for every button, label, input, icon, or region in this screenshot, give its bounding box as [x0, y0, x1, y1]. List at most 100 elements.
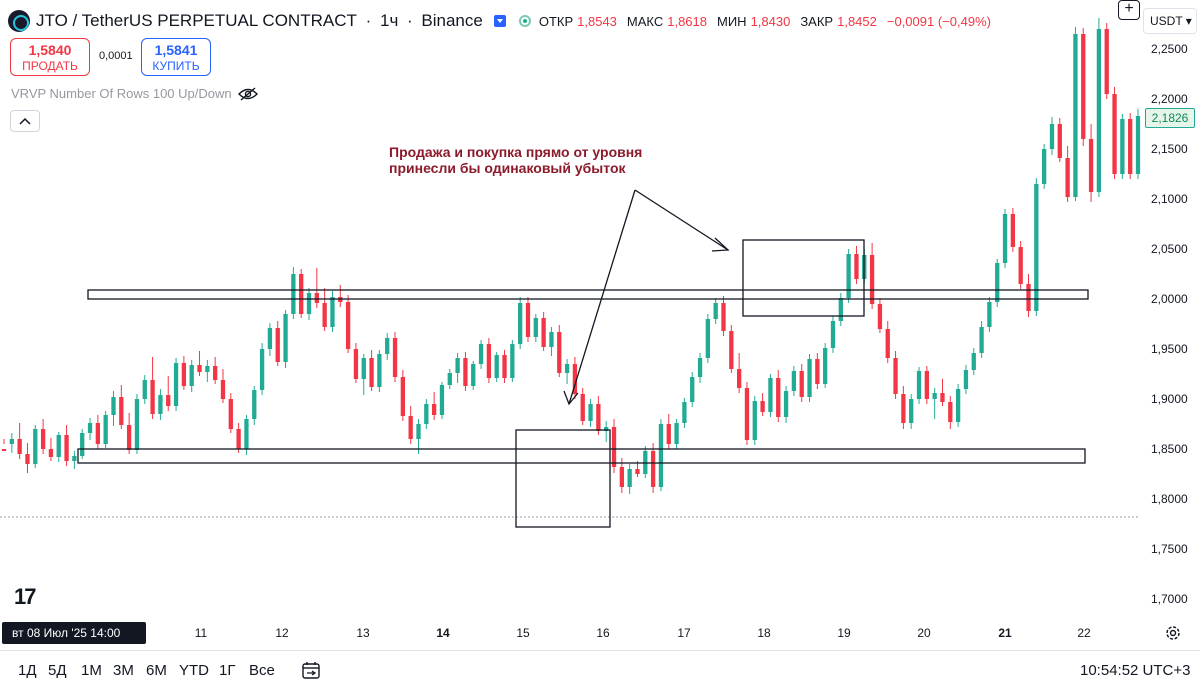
- timeframe-3m[interactable]: 3М: [113, 662, 134, 679]
- indicator-legend[interactable]: VRVP Number Of Rows 100 Up/Down: [11, 86, 258, 101]
- top-zone-box[interactable]: [742, 239, 865, 317]
- candle: [901, 386, 906, 429]
- support-level[interactable]: [77, 448, 1086, 464]
- gear-icon[interactable]: [1164, 624, 1182, 642]
- candle: [25, 443, 30, 473]
- candle-body: [768, 378, 773, 412]
- candle: [713, 298, 718, 324]
- candle: [948, 396, 953, 429]
- candle-body: [885, 329, 890, 358]
- collapse-legend-button[interactable]: [10, 110, 40, 132]
- buy-price: 1,5841: [154, 42, 198, 58]
- candle: [463, 352, 468, 391]
- candle-body: [525, 303, 531, 337]
- candle: [823, 343, 828, 388]
- candle-body: [783, 391, 789, 417]
- timeframe-6m[interactable]: 6М: [146, 662, 167, 679]
- candle: [815, 353, 820, 389]
- candle-body: [64, 435, 69, 461]
- candle: [95, 415, 100, 449]
- candle: [494, 352, 499, 382]
- time-tick-label: 14: [436, 626, 450, 640]
- candle: [650, 443, 656, 493]
- candle-body: [439, 385, 445, 415]
- candle: [697, 353, 703, 383]
- candle: [197, 351, 202, 376]
- candle: [1057, 118, 1062, 162]
- time-axis[interactable]: 11 12 13 14 15 16 17 18 19 20 21 22: [195, 626, 1091, 640]
- arrow-to-top-box-head: [711, 237, 730, 252]
- tradingview-logo-icon[interactable]: 17: [14, 584, 37, 609]
- candle-body: [611, 427, 617, 467]
- ohlc-high-value: 1,8618: [667, 13, 707, 29]
- candle-body: [502, 355, 507, 378]
- timeframe-all[interactable]: Все: [249, 662, 275, 679]
- candle: [244, 415, 249, 455]
- candle-body: [948, 402, 953, 422]
- candle-body: [1002, 214, 1008, 263]
- price-tick-label: 1,9500: [1151, 342, 1188, 356]
- candle: [220, 369, 226, 403]
- candle-body: [259, 349, 265, 390]
- timeframe-1y[interactable]: 1Г: [219, 662, 236, 679]
- timeframe-5d[interactable]: 5Д: [48, 662, 67, 679]
- candle-body: [1057, 124, 1062, 158]
- buy-button[interactable]: 1,5841 КУПИТЬ: [141, 38, 211, 76]
- candle-body: [471, 364, 476, 386]
- candle: [987, 297, 992, 332]
- candle: [564, 359, 570, 384]
- candle: [1065, 146, 1070, 202]
- candle-body: [791, 371, 797, 391]
- candle: [126, 413, 132, 454]
- candle-body: [408, 416, 413, 439]
- time-tick-label: 15: [516, 626, 530, 640]
- candle: [87, 418, 93, 440]
- caret-icon[interactable]: [493, 14, 507, 28]
- candle: [181, 356, 187, 390]
- candle-body: [9, 439, 14, 444]
- candle-body: [518, 303, 523, 344]
- timeframe-ytd[interactable]: YTD: [179, 662, 209, 679]
- bottom-toolbar: 1Д 5Д 1М 3М 6М YTD 1Г Все 10:54:52 UTC+3: [0, 650, 1200, 689]
- candle: [439, 382, 445, 419]
- candle-body: [1081, 34, 1086, 139]
- candle-body: [713, 303, 718, 319]
- chevron-up-icon: [19, 117, 31, 125]
- currency-selector[interactable]: USDT ▾: [1143, 8, 1197, 34]
- resistance-level[interactable]: [87, 289, 1089, 300]
- candle: [471, 361, 476, 390]
- candle-body: [1026, 284, 1031, 311]
- bottom-zone-box[interactable]: [515, 429, 611, 528]
- symbol-title[interactable]: JTO / TetherUS PERPETUAL CONTRACT · 1ч ·…: [36, 11, 483, 30]
- clock[interactable]: 10:54:52 UTC+3: [1080, 662, 1191, 679]
- cursor-date-label: вт 08 Июл '25 14:00: [2, 622, 146, 644]
- calendar-range-icon[interactable]: [300, 659, 322, 681]
- status-dot-icon: [518, 15, 531, 27]
- plus-icon[interactable]: +: [1118, 0, 1140, 20]
- candle-body: [729, 331, 734, 369]
- candle: [1010, 208, 1016, 252]
- candle: [572, 357, 578, 399]
- candle: [877, 298, 883, 333]
- candle-body: [400, 377, 406, 416]
- candle-body: [431, 404, 437, 415]
- candle: [119, 385, 124, 429]
- ohlc-close-value: 1,8452: [837, 13, 877, 29]
- candle: [721, 296, 726, 336]
- candle-body: [995, 263, 1000, 302]
- candle-body: [111, 397, 116, 415]
- eye-off-icon[interactable]: [237, 86, 258, 101]
- candle-body: [252, 390, 257, 419]
- timeframe-1m[interactable]: 1М: [81, 662, 102, 679]
- timeframe-1d[interactable]: 1Д: [18, 662, 37, 679]
- candle-body: [181, 363, 187, 386]
- candle: [1049, 117, 1055, 155]
- candle-body: [87, 423, 93, 433]
- candle-body: [447, 373, 452, 385]
- price-axis[interactable]: 2,2500 2,2000 2,1500 2,1000 2,0500 2,0000 1,95…: [1151, 42, 1188, 606]
- candle: [893, 351, 898, 399]
- interval[interactable]: 1ч: [379, 11, 399, 30]
- sell-button[interactable]: 1,5840 ПРОДАТЬ: [10, 38, 90, 76]
- candle: [1018, 241, 1023, 289]
